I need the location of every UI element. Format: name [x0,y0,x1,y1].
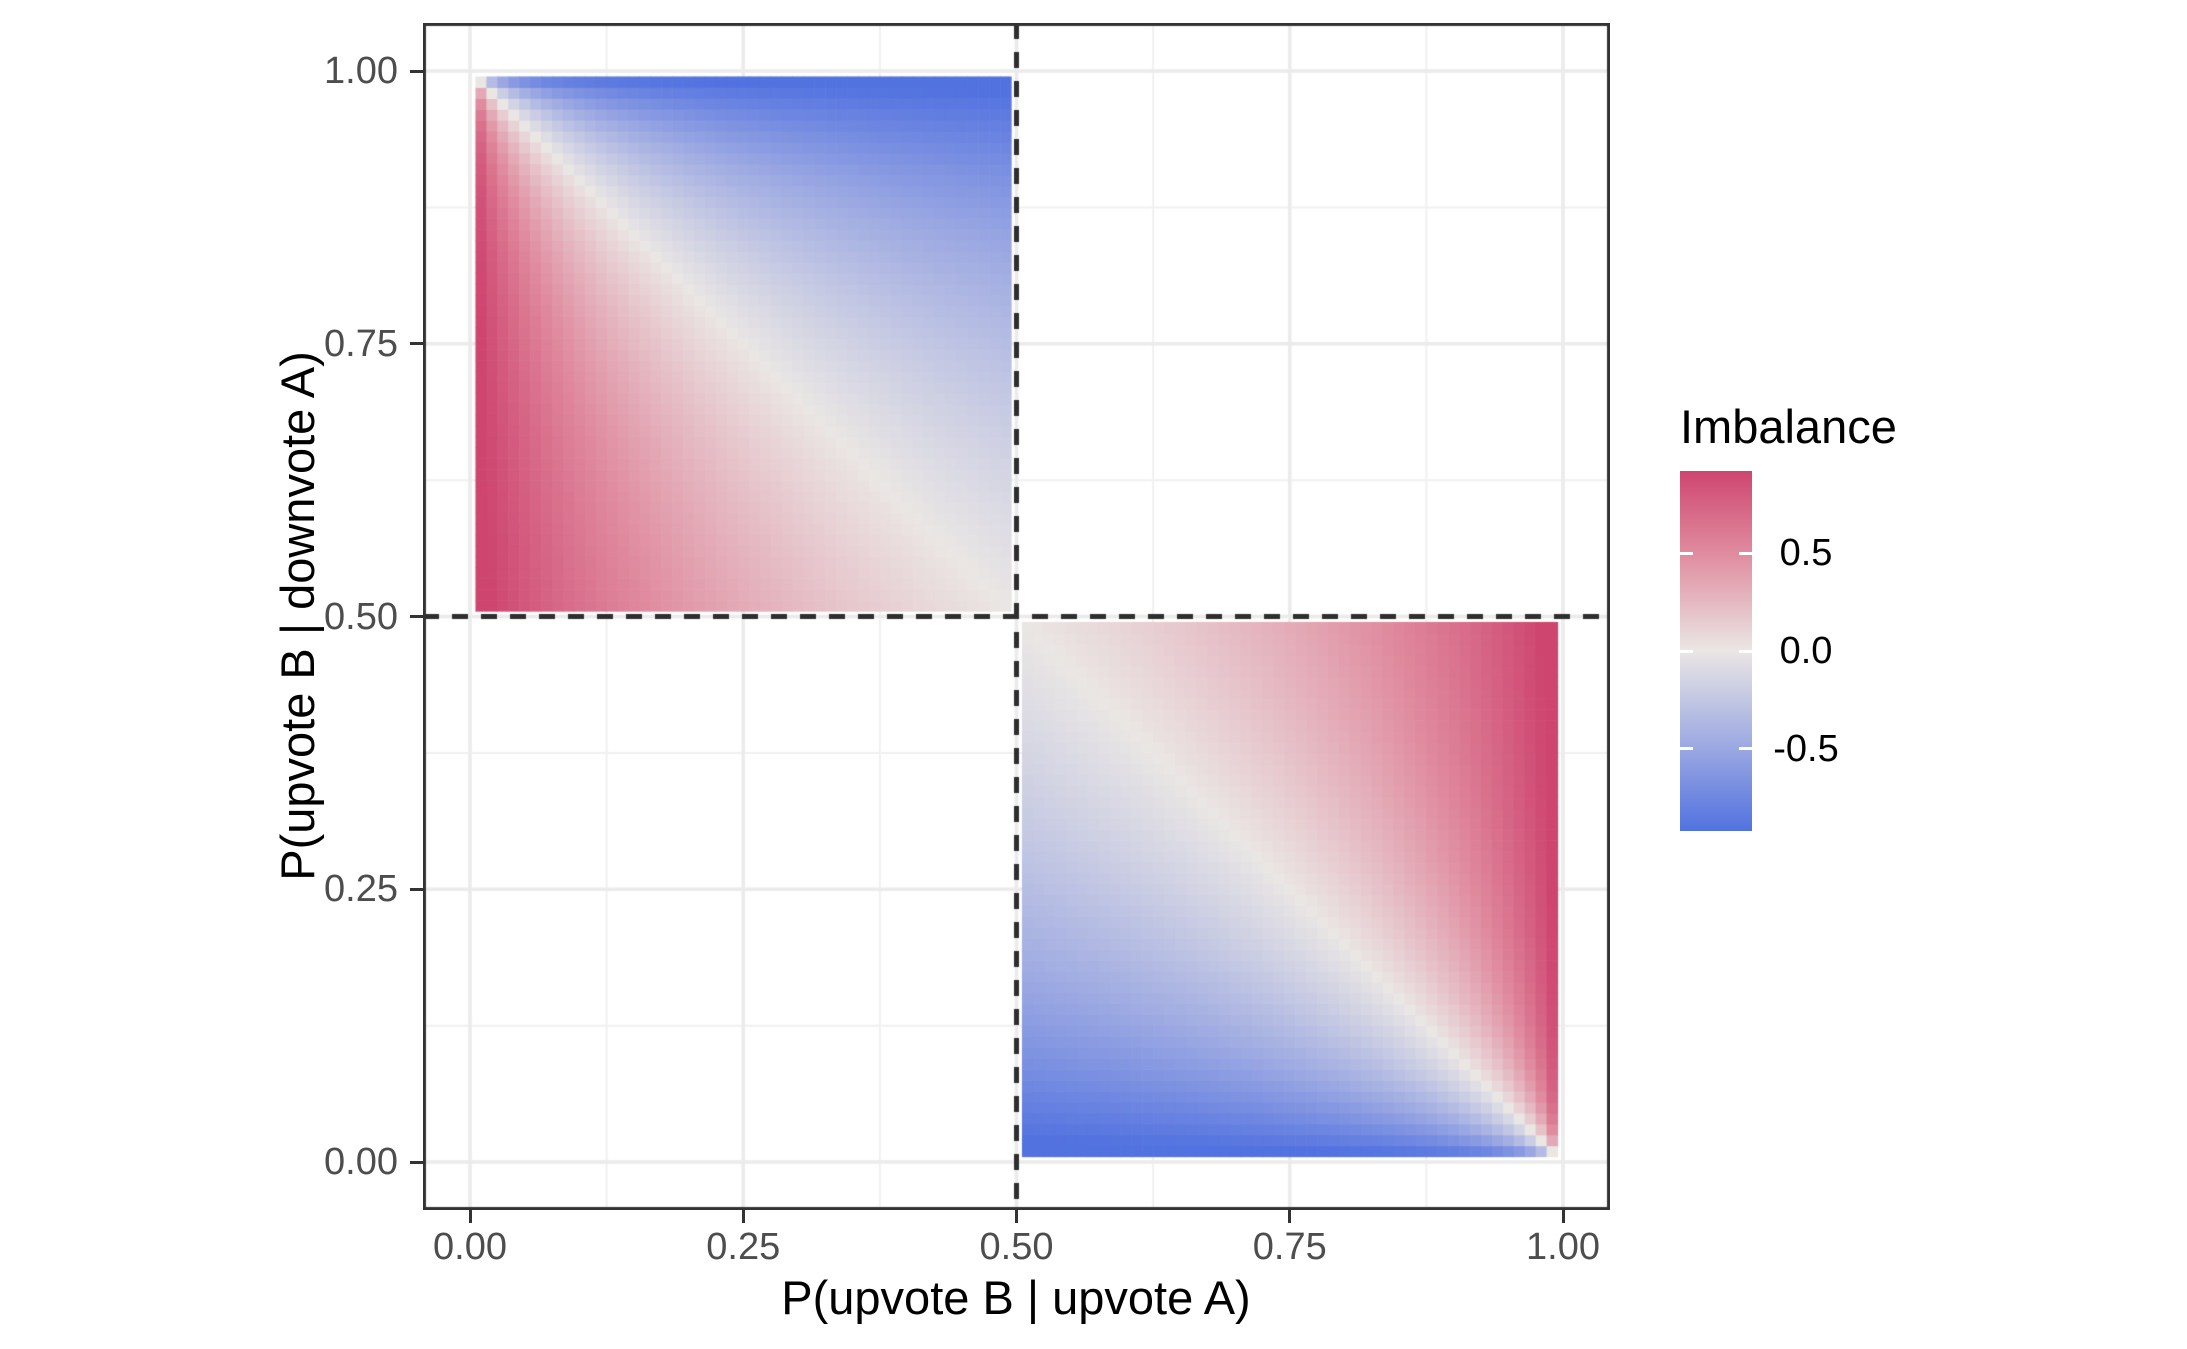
legend-label: 0.5 [1779,532,1833,575]
legend-title: Imbalance [1680,400,1897,453]
legend-bar-tick [1739,649,1752,653]
y-tick-label: 0.25 [324,868,398,911]
x-axis-title: P(upvote B | upvote A) [781,1271,1251,1324]
y-tick-mark [410,69,423,73]
y-tick-label: 0.75 [324,322,398,365]
y-tick-mark [410,887,423,891]
x-tick-label: 0.50 [979,1226,1054,1268]
x-tick-mark [1015,1210,1018,1223]
y-axis-title: P(upvote B | downvote A) [271,351,324,881]
legend-bar-tick [1739,551,1752,555]
legend-label: 0.0 [1779,630,1833,672]
legend-bar-tick [1739,747,1752,751]
legend-bar-tick [1680,747,1693,751]
y-tick-mark [410,615,423,618]
x-tick-mark [741,1210,745,1223]
x-tick-label: 0.25 [706,1226,781,1268]
x-tick-label: 0.00 [433,1226,507,1268]
x-tick-mark [1288,1210,1292,1223]
legend-bar-tick [1680,551,1693,555]
legend-label: -0.5 [1773,727,1839,770]
x-tick-mark [1561,1210,1565,1223]
y-tick-mark [410,1160,423,1164]
y-tick-mark [410,342,423,346]
heatmap-canvas [423,23,1610,1210]
y-tick-label: 1.00 [324,50,398,92]
x-tick-mark [468,1210,472,1223]
x-tick-label: 1.00 [1526,1226,1600,1268]
plot-panel [423,23,1610,1210]
x-tick-label: 0.75 [1252,1226,1327,1268]
legend-bar-tick [1680,649,1693,653]
y-tick-label: 0.00 [324,1141,398,1183]
y-tick-label: 0.50 [324,595,398,638]
